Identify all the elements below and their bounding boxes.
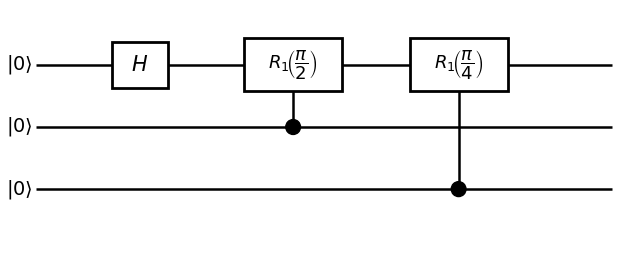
- Text: $H$: $H$: [132, 55, 149, 75]
- FancyBboxPatch shape: [410, 39, 508, 91]
- Circle shape: [451, 182, 466, 197]
- FancyBboxPatch shape: [244, 39, 342, 91]
- Text: $|0\rangle$: $|0\rangle$: [6, 116, 33, 138]
- FancyBboxPatch shape: [112, 42, 168, 88]
- Text: $R_1\!\left(\dfrac{\pi}{4}\right)$: $R_1\!\left(\dfrac{\pi}{4}\right)$: [434, 49, 484, 81]
- Text: $R_1\!\left(\dfrac{\pi}{2}\right)$: $R_1\!\left(\dfrac{\pi}{2}\right)$: [268, 49, 318, 81]
- Text: $|0\rangle$: $|0\rangle$: [6, 178, 33, 201]
- Circle shape: [285, 120, 301, 134]
- Text: $|0\rangle$: $|0\rangle$: [6, 53, 33, 76]
